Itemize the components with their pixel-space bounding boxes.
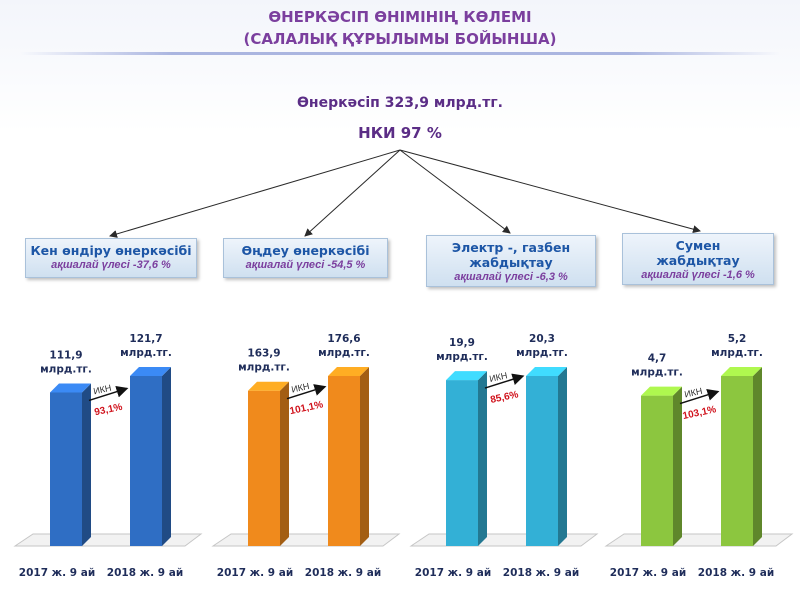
bar-unit-label: млрд.тг. xyxy=(120,347,172,359)
ikn-percent: 93,1% xyxy=(93,402,123,419)
sector-share: ақшалай үлесі -37,6 % xyxy=(51,259,171,271)
bar-2018 xyxy=(130,367,171,546)
sector-box-electricity: Электр -, газбен жабдықтау ақшалай үлесі… xyxy=(426,235,596,287)
bar-unit-label: млрд.тг. xyxy=(40,363,92,375)
chart-electricity: 19,9 млрд.тг. 2017 ж. 9 ай 20,3 млрд.тг. 2018… xyxy=(401,330,601,595)
category-label: 2017 ж. 9 ай xyxy=(217,567,293,579)
chart-floor xyxy=(211,533,401,547)
arrow-to-mining xyxy=(109,149,401,238)
sector-share: ақшалай үлесі -6,3 % xyxy=(454,271,568,283)
bar-2017 xyxy=(446,371,487,546)
bar-value-label: 121,7 xyxy=(129,333,162,345)
bar-value-label: 176,6 xyxy=(327,333,360,345)
sector-share: ақшалай үлесі -54,5 % xyxy=(245,259,366,271)
bar-value-label: 5,2 xyxy=(728,333,747,345)
bar-unit-label: млрд.тг. xyxy=(711,347,763,359)
bar-2018 xyxy=(526,367,567,546)
category-label: 2017 ж. 9 ай xyxy=(610,567,686,579)
bar-unit-label: млрд.тг. xyxy=(238,362,290,374)
bar-value-label: 163,9 xyxy=(247,348,280,360)
ikn-percent: 103,1% xyxy=(682,404,718,422)
bar-value-label: 4,7 xyxy=(648,353,667,365)
growth-arrow xyxy=(88,385,129,402)
bar-2017 xyxy=(50,383,91,546)
ikn-label: ИКН xyxy=(488,370,508,384)
sector-name: Кен өндіру өнеркәсібі xyxy=(30,243,192,258)
bar-2017 xyxy=(641,386,682,546)
bar-value-label: 20,3 xyxy=(529,333,555,345)
category-label: 2017 ж. 9 ай xyxy=(415,567,491,579)
bar-unit-label: млрд.тг. xyxy=(516,347,568,359)
chart-mining: 111,9 млрд.тг. 2017 ж. 9 ай 121,7 млрд.тг. 20… xyxy=(5,330,205,595)
bar-unit-label: млрд.тг. xyxy=(436,351,488,363)
arrow-to-water xyxy=(399,149,701,234)
category-label: 2018 ж. 9 ай xyxy=(698,567,774,579)
bar-value-label: 19,9 xyxy=(449,337,475,349)
chart-mining-svg: 111,9 млрд.тг. 2017 ж. 9 ай 121,7 млрд.тг. 20… xyxy=(13,333,203,579)
chart-water: 4,7 млрд.тг. 2017 ж. 9 ай 5,2 млрд.тг. 2018 ж… xyxy=(596,330,796,595)
bar-2018 xyxy=(721,367,762,546)
chart-floor xyxy=(409,533,599,547)
sector-box-manufacturing: Өңдеу өнеркәсібі ақшалай үлесі -54,5 % xyxy=(223,238,388,278)
bar-2017 xyxy=(248,381,289,546)
sector-name-line-1: Сумен xyxy=(675,238,721,253)
sector-box-water: Сумен жабдықтау ақшалай үлесі -1,6 % xyxy=(622,233,774,285)
title-divider xyxy=(20,52,780,55)
chart-electricity-svg: 19,9 млрд.тг. 2017 ж. 9 ай 20,3 млрд.тг. 2018… xyxy=(409,333,599,579)
category-label: 2018 ж. 9 ай xyxy=(107,567,183,579)
sector-name-line-2: жабдықтау xyxy=(469,255,553,270)
chart-floor xyxy=(604,533,794,547)
chart-manufacturing: 163,9 млрд.тг. 2017 ж. 9 ай 176,6 млрд.тг. 20… xyxy=(203,330,403,595)
chart-water-svg: 4,7 млрд.тг. 2017 ж. 9 ай 5,2 млрд.тг. 2018 ж… xyxy=(604,333,794,579)
ikn-label: ИКН xyxy=(683,386,703,400)
ikn-label: ИКН xyxy=(290,381,310,395)
sector-box-mining: Кен өндіру өнеркәсібі ақшалай үлесі -37,… xyxy=(25,238,197,278)
ikn-percent: 85,6% xyxy=(489,389,519,406)
ikn-label: ИКН xyxy=(92,383,112,397)
bar-value-label: 111,9 xyxy=(49,349,82,361)
sector-share: ақшалай үлесі -1,6 % xyxy=(641,269,755,281)
total-industry-volume: Өнеркәсіп 323,9 млрд.тг. xyxy=(297,95,503,111)
category-label: 2018 ж. 9 ай xyxy=(305,567,381,579)
title-line-1: ӨНЕРКӘСІП ӨНІМІНІҢ КӨЛЕМІ xyxy=(268,8,532,26)
bar-unit-label: млрд.тг. xyxy=(631,367,683,379)
sector-name-line-1: Электр -, газбен xyxy=(451,240,571,255)
growth-arrow xyxy=(286,384,327,400)
chart-manufacturing-svg: 163,9 млрд.тг. 2017 ж. 9 ай 176,6 млрд.тг. 20… xyxy=(211,333,401,579)
growth-arrow xyxy=(484,373,525,389)
growth-arrow xyxy=(679,389,720,405)
ikn-percent: 101,1% xyxy=(289,399,325,417)
category-label: 2017 ж. 9 ай xyxy=(19,567,95,579)
sector-name: Өңдеу өнеркәсібі xyxy=(241,243,370,258)
category-label: 2018 ж. 9 ай xyxy=(503,567,579,579)
chart-floor xyxy=(13,533,203,547)
title-line-2: (САЛАЛЫҚ ҚҰРЫЛЫМЫ БОЙЫНША) xyxy=(243,30,557,48)
arrow-to-manufacturing xyxy=(304,149,401,237)
bar-unit-label: млрд.тг. xyxy=(318,347,370,359)
total-index: НКИ 97 % xyxy=(358,124,442,142)
sector-name-line-2: жабдықтау xyxy=(656,253,740,268)
arrow-to-electricity xyxy=(399,149,511,234)
bar-2018 xyxy=(328,367,369,546)
page-title: ӨНЕРКӘСІП ӨНІМІНІҢ КӨЛЕМІ (САЛАЛЫҚ ҚҰРЫЛ… xyxy=(0,6,800,50)
